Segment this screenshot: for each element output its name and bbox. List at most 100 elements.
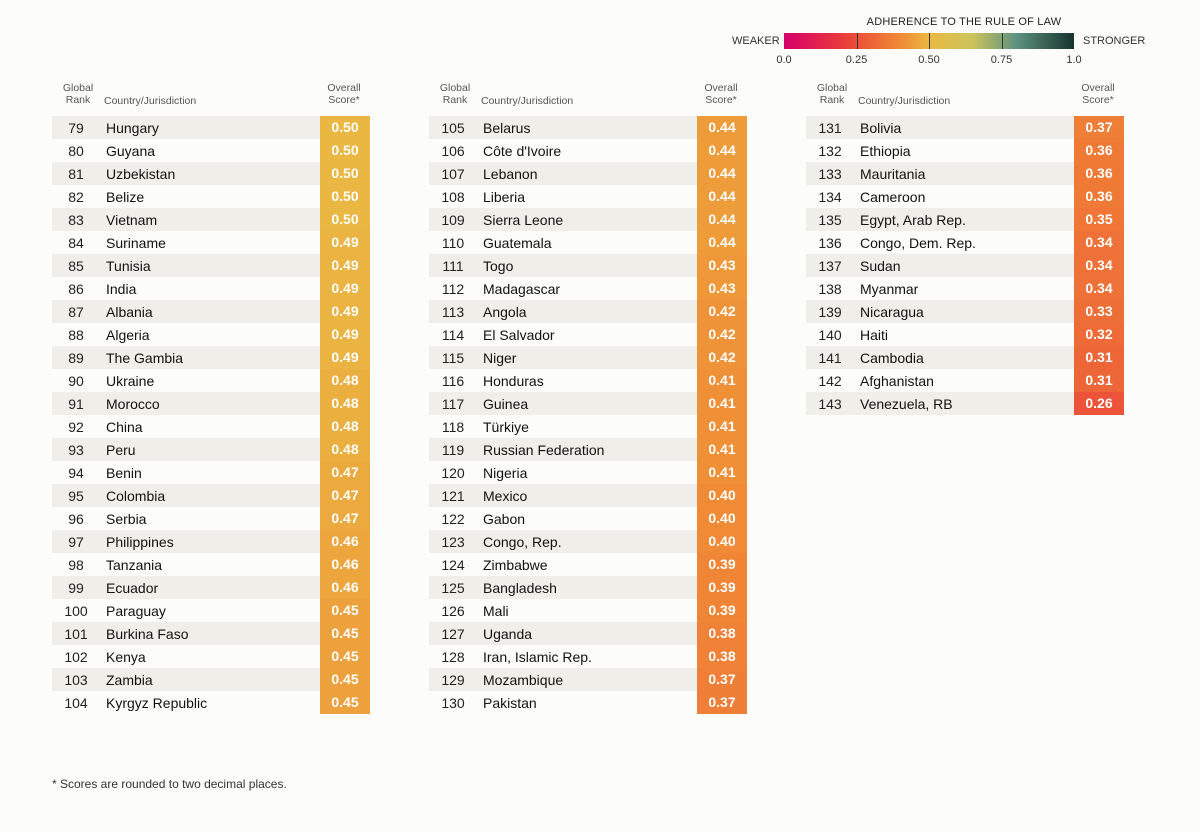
score-cell: 0.45	[320, 691, 370, 714]
table-row: 112 Madagascar 0.43	[429, 277, 747, 300]
country-cell: Suriname	[106, 234, 166, 251]
table-column: Global Rank Country/Jurisdiction Overall Sco…	[52, 82, 370, 714]
table-row: 96 Serbia 0.47	[52, 507, 370, 530]
legend-tick	[856, 33, 858, 49]
score-cell: 0.44	[697, 162, 747, 185]
country-cell: Ecuador	[106, 579, 159, 596]
header-score: Overall Score*	[1081, 82, 1115, 106]
country-cell: Congo, Rep.	[483, 533, 562, 550]
score-cell: 0.49	[320, 346, 370, 369]
table-row: 97 Philippines 0.46	[52, 530, 370, 553]
rank-cell: 137	[818, 257, 842, 274]
country-cell: Bolivia	[860, 119, 902, 136]
rank-cell: 88	[68, 326, 84, 343]
table-row: 122 Gabon 0.40	[429, 507, 747, 530]
table-row: 108 Liberia 0.44	[429, 185, 747, 208]
score-cell: 0.34	[1074, 254, 1124, 277]
score-cell: 0.49	[320, 277, 370, 300]
table-row: 110 Guatemala 0.44	[429, 231, 747, 254]
rank-cell: 136	[818, 234, 842, 251]
score-cell: 0.44	[697, 208, 747, 231]
country-cell: Kenya	[106, 648, 146, 665]
score-cell: 0.26	[1074, 392, 1124, 415]
rank-cell: 104	[64, 694, 88, 711]
country-cell: Mozambique	[483, 671, 564, 688]
rank-cell: 114	[441, 326, 465, 343]
country-cell: Peru	[106, 441, 136, 458]
legend-tick-label: 1.0	[1066, 54, 1082, 66]
table-row: 106 Côte d'Ivoire 0.44	[429, 139, 747, 162]
rank-cell: 116	[441, 372, 465, 389]
score-cell: 0.49	[320, 231, 370, 254]
country-cell: Albania	[106, 303, 153, 320]
rank-cell: 81	[68, 165, 84, 182]
rank-cell: 92	[68, 418, 84, 435]
table-row: 81 Uzbekistan 0.50	[52, 162, 370, 185]
score-cell: 0.50	[320, 208, 370, 231]
score-cell: 0.37	[1074, 116, 1124, 139]
table-row: 94 Benin 0.47	[52, 461, 370, 484]
country-cell: Iran, Islamic Rep.	[483, 648, 592, 665]
score-cell: 0.39	[697, 553, 747, 576]
table-row: 128 Iran, Islamic Rep. 0.38	[429, 645, 747, 668]
country-cell: Guyana	[106, 142, 156, 159]
country-cell: Haiti	[860, 326, 889, 343]
legend-title: ADHERENCE TO THE RULE OF LAW	[866, 16, 1062, 28]
score-cell: 0.44	[697, 139, 747, 162]
country-cell: Vietnam	[106, 211, 158, 228]
country-cell: Uganda	[483, 625, 533, 642]
score-cell: 0.38	[697, 645, 747, 668]
country-cell: Philippines	[106, 533, 174, 550]
legend-tick-label: 0.50	[918, 54, 940, 66]
rank-cell: 87	[68, 303, 84, 320]
table-row: 121 Mexico 0.40	[429, 484, 747, 507]
score-cell: 0.47	[320, 507, 370, 530]
table-row: 127 Uganda 0.38	[429, 622, 747, 645]
rank-cell: 119	[441, 441, 465, 458]
score-cell: 0.43	[697, 254, 747, 277]
score-cell: 0.40	[697, 484, 747, 507]
score-cell: 0.41	[697, 369, 747, 392]
country-cell: Belarus	[483, 119, 531, 136]
table-row: 95 Colombia 0.47	[52, 484, 370, 507]
country-cell: Paraguay	[106, 602, 166, 619]
header-rank: Global Rank	[439, 82, 471, 106]
table-header: Global Rank Country/Jurisdiction Overall Sco…	[806, 82, 1124, 116]
rank-cell: 135	[818, 211, 842, 228]
score-cell: 0.40	[697, 530, 747, 553]
score-cell: 0.49	[320, 300, 370, 323]
rank-cell: 85	[68, 257, 84, 274]
table-row: 125 Bangladesh 0.39	[429, 576, 747, 599]
header-country: Country/Jurisdiction	[481, 95, 574, 107]
footnote: * Scores are rounded to two decimal plac…	[52, 777, 287, 791]
country-cell: Guatemala	[483, 234, 552, 251]
rank-cell: 95	[68, 487, 84, 504]
table-row: 90 Ukraine 0.48	[52, 369, 370, 392]
table-row: 103 Zambia 0.45	[52, 668, 370, 691]
score-cell: 0.45	[320, 668, 370, 691]
country-cell: Colombia	[106, 487, 166, 504]
rank-cell: 131	[818, 119, 842, 136]
country-cell: Uzbekistan	[106, 165, 176, 182]
rank-cell: 96	[68, 510, 84, 527]
country-cell: Pakistan	[483, 694, 537, 711]
score-cell: 0.34	[1074, 231, 1124, 254]
rank-cell: 94	[68, 464, 84, 481]
table-row: 142 Afghanistan 0.31	[806, 369, 1124, 392]
table-header: Global Rank Country/Jurisdiction Overall Sco…	[429, 82, 747, 116]
score-cell: 0.46	[320, 553, 370, 576]
country-cell: Belize	[106, 188, 145, 205]
table-row: 109 Sierra Leone 0.44	[429, 208, 747, 231]
header-rank: Global Rank	[816, 82, 848, 106]
legend-tick-label: 0.75	[990, 54, 1013, 66]
score-cell: 0.48	[320, 438, 370, 461]
rank-cell: 122	[441, 510, 465, 527]
legend-tick	[1001, 33, 1003, 49]
country-cell: Angola	[483, 303, 527, 320]
country-cell: Benin	[106, 464, 142, 481]
country-cell: Afghanistan	[860, 372, 934, 389]
country-cell: India	[106, 280, 137, 297]
rank-cell: 124	[441, 556, 465, 573]
table-row: 137 Sudan 0.34	[806, 254, 1124, 277]
table-row: 139 Nicaragua 0.33	[806, 300, 1124, 323]
